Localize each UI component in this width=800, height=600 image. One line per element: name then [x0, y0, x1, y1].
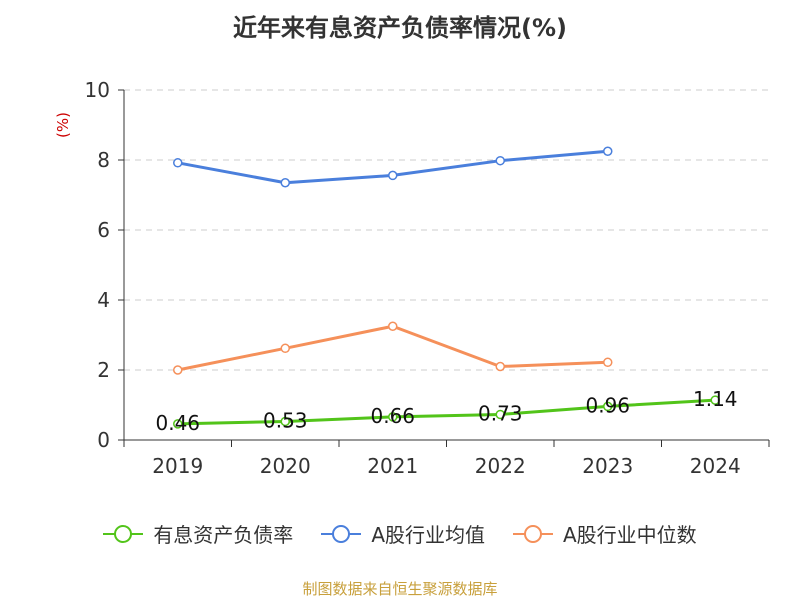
series-point-1[interactable]	[603, 146, 613, 156]
series-lines	[173, 146, 720, 429]
legend-label: A股行业中位数	[563, 523, 697, 547]
y-tick-label: 8	[97, 148, 110, 172]
series-point-2[interactable]	[495, 361, 505, 372]
data-label: 0.53	[263, 408, 308, 432]
series-point-2[interactable]	[280, 343, 290, 354]
legend-line-circle-icon	[103, 524, 144, 543]
data-labels: 0.46 0.53 0.66 0.73 0.96 1.14	[155, 387, 737, 435]
series-point-1[interactable]	[280, 178, 290, 188]
series-point-1[interactable]	[495, 155, 505, 166]
grid-lines	[124, 89, 769, 371]
series-point-0[interactable]	[710, 395, 720, 405]
chart-title: 近年来有息资产负债率情况(%)	[233, 14, 567, 42]
series-point-2[interactable]	[603, 357, 613, 368]
axes: 0 2 4 6 8 10 2019 2020 2021 2022 2023 2024	[85, 78, 770, 478]
series-line-2	[177, 324, 608, 372]
series-point-0[interactable]	[388, 412, 398, 422]
legend: 有息资产负债率 A股行业均值 A股行业中位数	[0, 519, 800, 548]
legend-item-series-0[interactable]: 有息资产负债率	[103, 519, 293, 548]
y-tick-label: 6	[97, 218, 110, 242]
data-label: 0.66	[370, 404, 415, 428]
x-tick-label: 2020	[260, 454, 311, 478]
x-tick-label: 2023	[582, 454, 633, 478]
y-axis-label: (%)	[54, 112, 72, 138]
legend-line-circle-icon	[513, 524, 553, 543]
legend-label: 有息资产负债率	[153, 523, 294, 547]
x-tick-label: 2022	[475, 454, 526, 478]
series-point-0[interactable]	[495, 409, 505, 420]
source-note: 制图数据来自恒生聚源数据库	[302, 580, 498, 598]
series-point-0[interactable]	[173, 419, 183, 429]
y-tick-label: 4	[97, 288, 110, 312]
series-point-0[interactable]	[280, 416, 290, 427]
data-label: 0.96	[585, 393, 630, 417]
data-label: 0.73	[478, 401, 523, 425]
legend-item-series-1[interactable]: A股行业均值	[321, 519, 485, 548]
x-tick-label: 2021	[367, 454, 418, 478]
data-label: 0.46	[155, 411, 200, 435]
data-label: 1.14	[693, 387, 738, 411]
legend-label: A股行业均值	[371, 523, 485, 547]
series-point-2[interactable]	[173, 365, 183, 375]
series-point-1[interactable]	[173, 158, 183, 168]
x-tick-label: 2024	[690, 454, 741, 478]
series-point-0[interactable]	[603, 401, 613, 412]
legend-line-circle-icon	[321, 524, 362, 543]
y-tick-label: 0	[97, 428, 110, 452]
x-tick-label: 2019	[152, 454, 203, 478]
series-point-1[interactable]	[388, 170, 398, 181]
series-point-2[interactable]	[388, 321, 398, 331]
y-tick-label: 10	[85, 78, 110, 102]
legend-item-series-2[interactable]: A股行业中位数	[513, 519, 697, 548]
series-line-0	[177, 398, 716, 426]
y-tick-label: 2	[97, 358, 110, 382]
